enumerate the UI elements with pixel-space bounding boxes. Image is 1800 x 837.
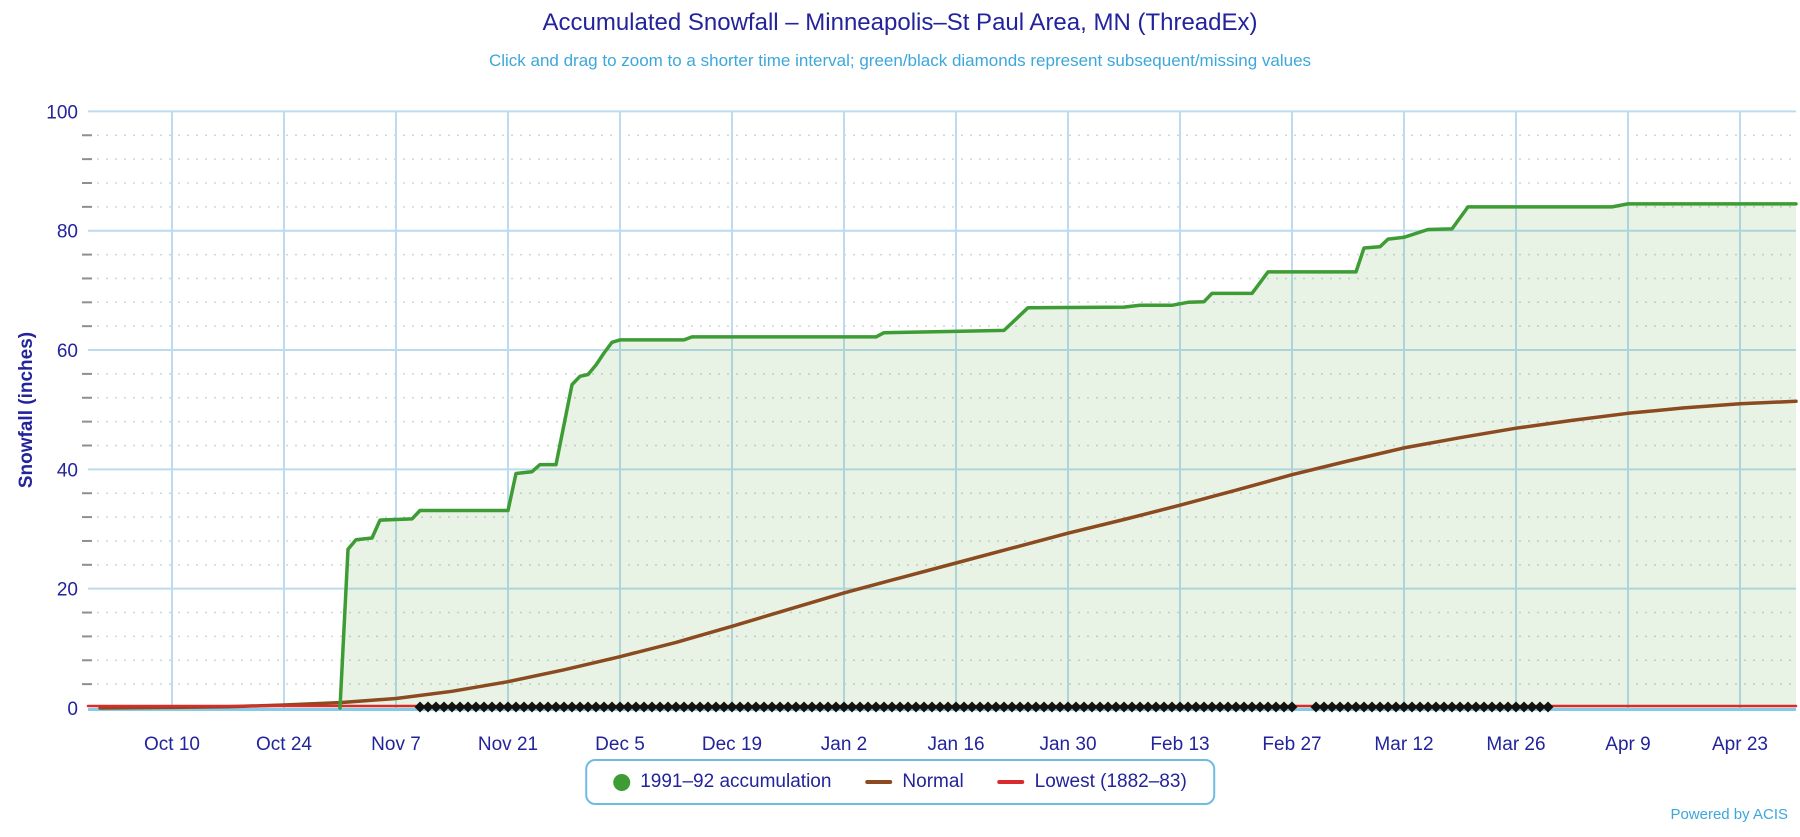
svg-text:60: 60: [57, 341, 78, 362]
svg-text:Dec 19: Dec 19: [702, 734, 762, 755]
svg-text:20: 20: [57, 580, 78, 601]
svg-text:Feb 13: Feb 13: [1150, 734, 1209, 755]
svg-text:Apr 23: Apr 23: [1712, 734, 1768, 755]
chart-subtitle: Click and drag to zoom to a shorter time…: [488, 51, 1312, 70]
y-major-gridlines: [88, 110, 1796, 590]
svg-text:100: 100: [46, 102, 78, 123]
chart-title: Accumulated Snowfall – Minneapolis–St Pa…: [542, 9, 1258, 36]
legend-item-lowest[interactable]: Lowest (1882–83): [997, 771, 1187, 793]
x-axis-labels: Oct 10 Oct 24 Nov 7 Nov 21 Dec 5 Dec 19 Jan 2 J…: [144, 734, 1768, 755]
svg-text:Apr 9: Apr 9: [1605, 734, 1650, 755]
svg-text:0: 0: [67, 699, 78, 720]
y-axis-labels: 0 20 40 60 80 100: [46, 102, 78, 720]
missing-value-diamonds: [414, 701, 1554, 713]
svg-text:Jan 30: Jan 30: [1039, 734, 1096, 755]
svg-text:80: 80: [57, 222, 78, 243]
svg-text:Jan 16: Jan 16: [927, 734, 984, 755]
svg-text:Nov 7: Nov 7: [371, 734, 421, 755]
legend-label-normal: Normal: [902, 771, 964, 792]
svg-text:Snowfall (inches): Snowfall (inches): [16, 332, 37, 488]
svg-text:40: 40: [57, 460, 78, 481]
legend-item-normal[interactable]: Normal: [865, 771, 964, 793]
accumulation-marker-icon: [613, 773, 631, 791]
svg-text:Mar 26: Mar 26: [1486, 734, 1545, 755]
svg-text:Feb 27: Feb 27: [1262, 734, 1321, 755]
normal-line: [98, 399, 1798, 710]
y-axis-title: Snowfall (inches): [16, 332, 37, 488]
svg-text:Jan 2: Jan 2: [821, 734, 867, 755]
svg-text:Oct 10: Oct 10: [144, 734, 200, 755]
svg-text:Dec 5: Dec 5: [595, 734, 645, 755]
x-gridlines: [171, 111, 1741, 708]
svg-text:Mar 12: Mar 12: [1374, 734, 1433, 755]
legend-label-lowest: Lowest (1882–83): [1034, 771, 1187, 792]
accumulation-line: [338, 202, 1798, 710]
normal-line-icon: [865, 780, 893, 784]
accumulation-area: [340, 203, 1796, 708]
svg-text:Nov 21: Nov 21: [478, 734, 538, 755]
powered-by-acis: Powered by ACIS: [1670, 806, 1788, 823]
lowest-line-icon: [997, 780, 1025, 784]
legend: 1991–92 accumulation Normal Lowest (1882…: [585, 759, 1215, 805]
legend-item-accumulation[interactable]: 1991–92 accumulation: [613, 771, 831, 793]
legend-label-accumulation: 1991–92 accumulation: [640, 771, 832, 792]
svg-text:Oct 24: Oct 24: [256, 734, 312, 755]
